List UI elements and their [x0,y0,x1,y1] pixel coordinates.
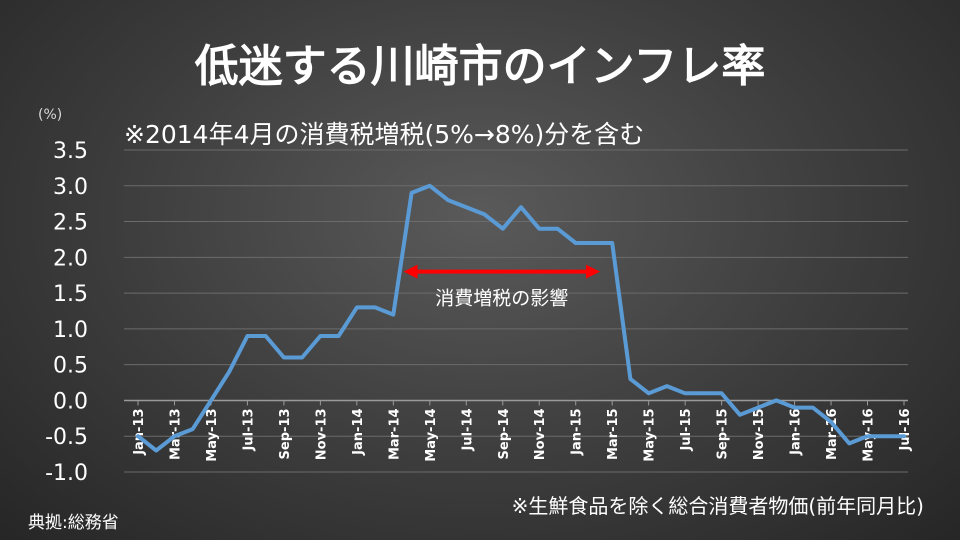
x-tick-label: Jan-16 [789,408,804,455]
x-tick-label: Jul-13 [241,408,256,451]
x-tick-label: May-13 [205,408,220,461]
y-axis-ticks: 3.5 3.0 2.5 2.0 1.5 1.0 0.5 0.0 -0.5 -1.0 [45,139,88,486]
x-tick-label: Jan-15 [570,408,585,455]
y-tick-label: -0.5 [45,425,88,450]
y-tick-label: 1.0 [53,318,88,343]
y-tick-label: 3.0 [53,175,88,200]
y-tick-label: 0.5 [53,354,88,379]
x-tick-label: Jan-13 [132,408,147,455]
x-tick-label: Nov-15 [752,408,767,460]
x-tick-label: May-14 [424,408,439,461]
annotation: 消費増税の影響 [403,264,600,310]
x-tick-label: May-15 [643,408,658,461]
annotation-arrowhead-left [403,264,418,279]
y-tick-label: -1.0 [45,461,88,486]
source-note: 典拠:総務省 [28,513,119,533]
x-tick-label: Mar-15 [606,408,621,460]
x-tick-label: Nov-13 [314,408,329,460]
x-tick-label: Nov-14 [533,408,548,460]
x-tick-label: Mar-14 [387,408,402,460]
chart-title: 低迷する川崎市のインフレ率 [194,41,766,92]
x-tick-label: Jul-16 [898,408,913,451]
x-tick-label: Sep-14 [497,408,512,459]
x-tick-label: Jul-15 [679,408,694,451]
annotation-label: 消費増税の影響 [435,288,568,310]
x-tick-label: Jan-14 [351,408,366,455]
x-tick-label: Sep-13 [278,408,293,459]
y-axis-unit: (%) [38,107,63,123]
x-tick-label: Mar-16 [825,408,840,460]
x-tick-label: Jul-14 [460,408,475,451]
footnote: ※生鮮食品を除く総合消費者物価(前年同月比) [511,494,924,518]
y-tick-label: 2.5 [53,211,88,236]
series-line [136,183,906,453]
y-tick-label: 2.0 [53,246,88,271]
annotation-arrowhead-right [585,264,600,279]
y-tick-label: 1.5 [53,282,88,307]
y-tick-label: 3.5 [53,139,88,164]
chart-subtitle: ※2014年4月の消費税増税(5%→8%)分を含む [124,120,645,149]
y-tick-label: 0.0 [53,389,88,414]
x-tick-label: Sep-15 [716,408,731,459]
x-axis-ticks: Jan-13 Mar-13 May-13 Jul-13 Sep-13 Nov-13 Jan-… [132,400,913,462]
